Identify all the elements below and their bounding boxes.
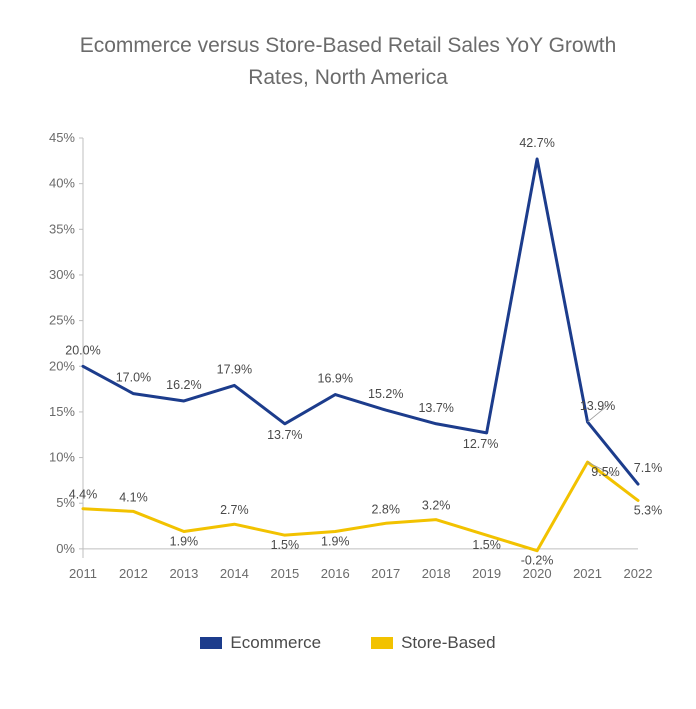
chart-container: Ecommerce versus Store-Based Retail Sale…	[0, 0, 696, 709]
data-label: 4.1%	[119, 490, 148, 504]
x-tick-label: 2021	[573, 566, 602, 581]
x-tick-label: 2016	[321, 566, 350, 581]
y-tick-label: 20%	[49, 358, 75, 373]
y-tick-label: 25%	[49, 313, 75, 328]
data-label: 5.3%	[634, 503, 663, 517]
data-label: 13.7%	[267, 428, 302, 442]
data-label: 3.2%	[422, 499, 451, 513]
x-tick-label: 2012	[119, 566, 148, 581]
chart-svg: 0%5%10%15%20%25%30%35%40%45%201120122013…	[28, 118, 668, 598]
x-tick-label: 2014	[220, 566, 249, 581]
series-line-ecommerce	[83, 159, 638, 484]
plot-area: 0%5%10%15%20%25%30%35%40%45%201120122013…	[28, 118, 668, 598]
legend: Ecommerce Store-Based	[20, 633, 676, 653]
data-label: 1.9%	[321, 535, 350, 549]
data-label: -0.2%	[521, 554, 554, 568]
data-label: 16.2%	[166, 378, 201, 392]
y-tick-label: 45%	[49, 130, 75, 145]
data-label: 16.9%	[318, 372, 353, 386]
x-tick-label: 2013	[169, 566, 198, 581]
data-label: 1.5%	[472, 538, 501, 552]
x-tick-label: 2019	[472, 566, 501, 581]
y-tick-label: 40%	[49, 176, 75, 191]
data-label: 17.0%	[116, 371, 151, 385]
data-label: 4.4%	[69, 488, 98, 502]
y-tick-label: 35%	[49, 221, 75, 236]
data-label: 13.9%	[580, 399, 615, 413]
data-label: 2.8%	[371, 502, 400, 516]
data-label: 9.5%	[591, 465, 620, 479]
data-label: 12.7%	[463, 437, 498, 451]
data-label: 17.9%	[217, 362, 252, 376]
y-tick-label: 15%	[49, 404, 75, 419]
data-label: 1.5%	[271, 538, 300, 552]
legend-swatch	[371, 637, 393, 649]
y-tick-label: 0%	[56, 541, 75, 556]
data-label: 1.9%	[170, 535, 199, 549]
y-tick-label: 10%	[49, 450, 75, 465]
legend-swatch	[200, 637, 222, 649]
x-tick-label: 2017	[371, 566, 400, 581]
data-label: 20.0%	[65, 343, 100, 357]
data-label: 42.7%	[519, 136, 554, 150]
data-label: 15.2%	[368, 387, 403, 401]
legend-label: Ecommerce	[230, 633, 321, 653]
x-tick-label: 2015	[270, 566, 299, 581]
x-tick-label: 2022	[624, 566, 653, 581]
y-tick-label: 30%	[49, 267, 75, 282]
legend-item-ecommerce: Ecommerce	[200, 633, 321, 653]
series-line-store-based	[83, 462, 638, 551]
x-tick-label: 2011	[69, 566, 97, 581]
x-tick-label: 2018	[422, 566, 451, 581]
chart-title: Ecommerce versus Store-Based Retail Sale…	[48, 30, 648, 93]
data-label: 2.7%	[220, 503, 249, 517]
x-tick-label: 2020	[523, 566, 552, 581]
legend-label: Store-Based	[401, 633, 496, 653]
data-label: 7.1%	[634, 461, 663, 475]
data-label: 13.7%	[418, 401, 453, 415]
legend-item-store-based: Store-Based	[371, 633, 496, 653]
